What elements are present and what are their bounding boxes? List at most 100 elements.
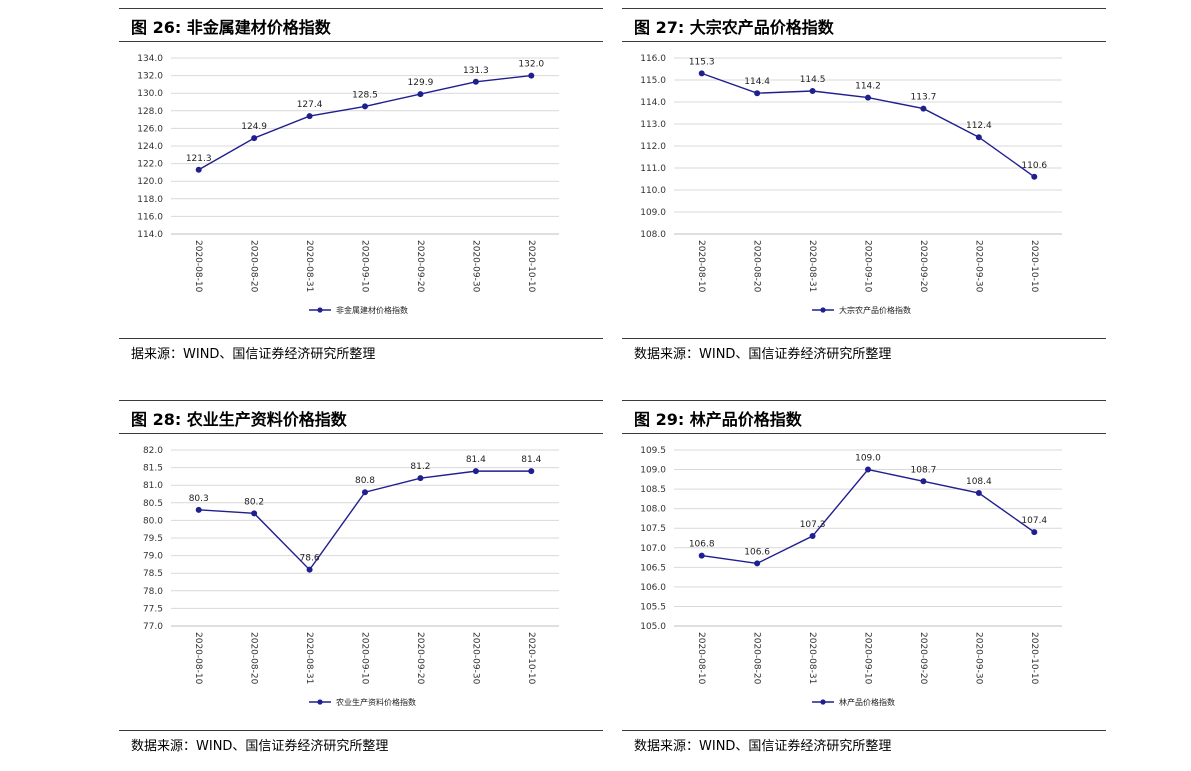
top-rule	[119, 8, 603, 9]
x-tick-label: 2020-09-30	[973, 240, 983, 293]
data-label: 80.3	[189, 494, 209, 504]
x-tick-label: 2020-08-10	[193, 632, 203, 685]
legend-label: 大宗农产品价格指数	[839, 305, 911, 315]
legend-label: 林产品价格指数	[839, 697, 895, 707]
legend-label: 非金属建材价格指数	[336, 305, 408, 315]
y-tick-label: 114.0	[137, 230, 163, 240]
figure-title: 图 28: 农业生产资料价格指数	[131, 410, 347, 429]
data-label: 114.5	[800, 75, 826, 85]
y-tick-label: 128.0	[137, 107, 163, 117]
legend-marker	[820, 307, 826, 313]
chart-panel-29: 图 29: 林产品价格指数 105.0 105.5 106.0 106.5 107.0 1…	[622, 400, 1106, 765]
figure-title: 图 27: 大宗农产品价格指数	[634, 18, 834, 37]
y-tick-label: 126.0	[137, 124, 163, 134]
y-tick-label: 79.5	[143, 534, 163, 544]
figure-title: 图 26: 非金属建材价格指数	[131, 18, 331, 37]
x-tick-label: 2020-08-10	[696, 632, 706, 685]
y-tick-label: 116.0	[640, 54, 666, 64]
chart-panel-28: 图 28: 农业生产资料价格指数 77.0 77.5 78.0 78.5 79.0 79.…	[119, 400, 603, 765]
x-tick-label: 2020-10-10	[1029, 632, 1039, 685]
data-label: 124.9	[241, 122, 267, 132]
data-point	[754, 90, 761, 97]
data-label: 110.6	[1021, 161, 1047, 171]
x-tick-label: 2020-10-10	[1029, 240, 1039, 293]
y-tick-label: 124.0	[137, 142, 163, 152]
y-tick-label: 81.5	[143, 464, 163, 474]
x-tick-label: 2020-09-10	[360, 632, 370, 685]
data-point	[417, 91, 424, 98]
top-rule	[622, 400, 1106, 401]
y-tick-label: 130.0	[137, 89, 163, 99]
data-point	[472, 468, 479, 475]
y-tick-label: 106.0	[640, 583, 666, 593]
source-rule	[119, 730, 603, 731]
data-label: 81.2	[410, 462, 430, 472]
data-point	[528, 72, 535, 79]
x-tick-label: 2020-08-31	[304, 632, 314, 684]
line-chart: 77.0 77.5 78.0 78.5 79.0 79.5 80.0 80.5 81.0 81.5…	[143, 446, 559, 707]
data-point	[1031, 173, 1038, 180]
top-rule	[119, 400, 603, 401]
data-point	[528, 468, 535, 475]
data-point	[251, 135, 258, 142]
source-note: 数据来源：WIND、国信证券经济研究所整理	[634, 739, 892, 754]
y-tick-label: 108.5	[640, 485, 666, 495]
source-rule	[119, 338, 603, 339]
data-label: 131.3	[463, 66, 489, 76]
data-point	[754, 560, 761, 567]
x-tick-label: 2020-09-30	[973, 632, 983, 685]
x-tick-label: 2020-09-10	[863, 632, 873, 685]
data-point	[809, 88, 816, 94]
data-label: 80.8	[355, 476, 375, 486]
data-label: 109.0	[855, 454, 881, 464]
data-point	[920, 105, 927, 112]
data-label: 80.2	[244, 497, 264, 507]
y-tick-label: 111.0	[640, 164, 666, 174]
x-tick-label: 2020-08-20	[752, 632, 762, 685]
source-rule	[622, 338, 1106, 339]
data-label: 114.4	[744, 77, 770, 87]
data-label: 78.6	[300, 554, 320, 564]
y-tick-label: 82.0	[143, 446, 163, 456]
y-tick-label: 109.5	[640, 446, 666, 456]
data-label: 107.4	[1021, 516, 1047, 526]
data-point	[362, 103, 368, 110]
data-point	[195, 506, 202, 513]
y-tick-label: 132.0	[137, 72, 163, 82]
y-tick-label: 122.0	[137, 160, 163, 170]
y-tick-label: 105.5	[640, 602, 666, 612]
data-label: 132.0	[518, 60, 544, 70]
data-point	[362, 489, 368, 496]
legend-marker	[317, 699, 323, 705]
y-tick-label: 116.0	[137, 212, 163, 222]
legend-marker	[317, 307, 323, 313]
y-tick-label: 78.0	[143, 587, 163, 597]
legend-label: 农业生产资料价格指数	[336, 697, 416, 707]
data-label: 108.7	[911, 465, 937, 475]
x-tick-label: 2020-08-31	[807, 632, 817, 684]
y-tick-label: 109.0	[640, 208, 666, 218]
data-point	[865, 466, 871, 473]
x-tick-label: 2020-09-20	[918, 240, 928, 293]
y-tick-label: 113.0	[640, 120, 666, 130]
x-tick-label: 2020-08-20	[752, 240, 762, 293]
y-tick-label: 78.5	[143, 569, 163, 579]
x-tick-label: 2020-08-20	[249, 240, 259, 293]
x-tick-label: 2020-09-10	[863, 240, 873, 293]
data-point	[251, 510, 258, 517]
chart-panel-26: 图 26: 非金属建材价格指数 114.0 116.0 118.0 120.0 122.…	[119, 8, 603, 373]
chart-panel-27: 图 27: 大宗农产品价格指数 108.0 109.0 110.0 111.0 112.…	[622, 8, 1106, 373]
data-label: 81.4	[521, 455, 541, 465]
data-label: 108.4	[966, 477, 992, 487]
y-tick-label: 107.5	[640, 524, 666, 534]
y-tick-label: 109.0	[640, 466, 666, 476]
data-label: 112.4	[966, 121, 992, 131]
data-point	[975, 134, 982, 141]
y-tick-label: 118.0	[137, 195, 163, 205]
data-point	[195, 166, 202, 173]
y-tick-label: 134.0	[137, 54, 163, 64]
y-tick-label: 79.0	[143, 552, 163, 562]
source-note: 数据来源：WIND、国信证券经济研究所整理	[634, 347, 892, 362]
data-point	[698, 552, 705, 559]
legend-marker	[820, 699, 826, 705]
